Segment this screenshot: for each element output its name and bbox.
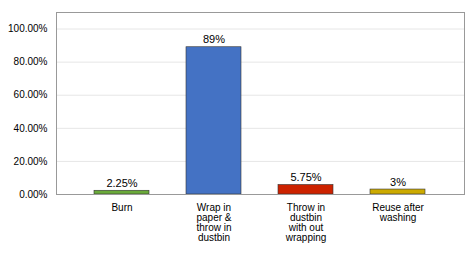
svg-text:80.00%: 80.00% (14, 56, 48, 67)
svg-text:5.75%: 5.75% (290, 171, 321, 183)
svg-text:60.00%: 60.00% (14, 89, 48, 100)
svg-text:Wrap inpaper &throw industbin: Wrap inpaper &throw industbin (196, 202, 231, 243)
svg-text:89%: 89% (203, 33, 225, 45)
svg-text:Reuse afterwashing: Reuse afterwashing (372, 202, 424, 223)
svg-text:Burn: Burn (111, 202, 132, 213)
svg-text:0.00%: 0.00% (19, 189, 47, 200)
svg-text:40.00%: 40.00% (14, 123, 48, 134)
svg-text:3%: 3% (390, 176, 406, 188)
svg-text:20.00%: 20.00% (14, 156, 48, 167)
svg-text:100.00%: 100.00% (8, 23, 48, 34)
svg-text:2.25%: 2.25% (106, 177, 137, 189)
svg-text:Throw industbinwith outwrappin: Throw industbinwith outwrapping (285, 202, 327, 243)
